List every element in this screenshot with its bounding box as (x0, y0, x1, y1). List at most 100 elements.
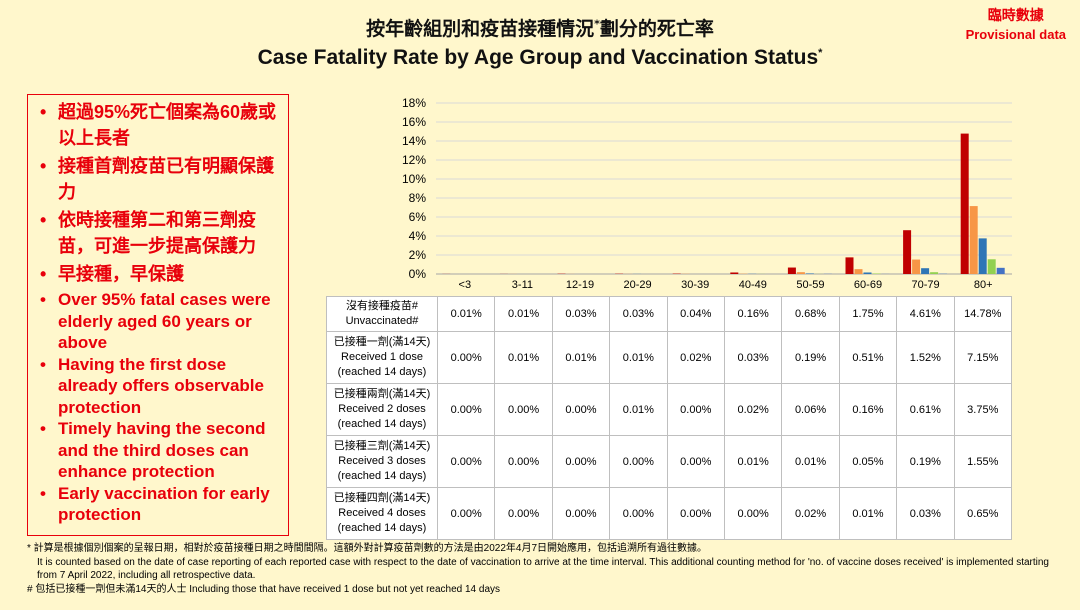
x-tick-label: 60-69 (854, 279, 882, 291)
data-cell: 14.78% (953, 296, 1013, 332)
bar (845, 257, 854, 274)
y-tick-label: 6% (409, 210, 427, 224)
data-cell: 0.00% (666, 435, 725, 488)
data-cell: 0.05% (838, 435, 898, 488)
series-label-line: 沒有接種疫苗# (345, 300, 419, 312)
data-cell: 0.00% (436, 487, 496, 540)
x-tick-label: 3-11 (512, 279, 533, 291)
data-table: 沒有接種疫苗# Unvaccinated# 0.01% 0.01% 0.03% 0.03%… (326, 296, 1013, 540)
bar (796, 272, 805, 274)
chart-title-en: Case Fatality Rate by Age Group and Vacc… (257, 46, 823, 69)
key-message-zh: 接種首劑疫苗已有明顯保護力 (38, 153, 282, 205)
data-cell: 0.00% (666, 383, 725, 436)
x-tick-label: 20-29 (624, 279, 652, 291)
data-cell: 0.03% (896, 487, 955, 540)
provisional-data-badge: 臨時數據 Provisional data (966, 6, 1066, 44)
data-cell: 0.01% (609, 331, 668, 384)
data-cell: 0.00% (436, 331, 496, 384)
x-tick-label: 12-19 (566, 279, 594, 291)
data-cell: 0.61% (896, 383, 955, 436)
bar (969, 206, 978, 274)
x-tick-label: 50-59 (796, 279, 824, 291)
data-cell: 0.00% (494, 487, 553, 540)
data-cell: 0.04% (666, 296, 725, 332)
y-tick-label: 8% (409, 191, 427, 205)
series-label: 已接種兩劑(滿14天) Received 2 doses (reached 14 d… (326, 383, 438, 436)
bar (930, 272, 939, 274)
y-tick-label: 14% (402, 134, 426, 148)
x-tick-label: 80+ (974, 279, 993, 291)
provisional-label-zh: 臨時數據 (987, 7, 1044, 23)
data-cell: 4.61% (896, 296, 955, 332)
series-label: 沒有接種疫苗# Unvaccinated# (326, 296, 438, 332)
y-tick-label: 4% (409, 229, 427, 243)
bar (787, 267, 796, 274)
key-message-en: Timely having the second and the third d… (38, 418, 282, 483)
bar (730, 272, 739, 274)
data-cell: 0.02% (781, 487, 840, 540)
bar (996, 267, 1005, 274)
series-label-line: Received 3 doses (338, 455, 426, 467)
y-tick-label: 12% (402, 153, 426, 167)
key-messages-zh: 超過95%死亡個案為60歲或以上長者 接種首劑疫苗已有明顯保護力 依時接種第二和… (38, 99, 282, 287)
data-cell: 7.15% (953, 331, 1013, 384)
data-cell: 3.75% (953, 383, 1013, 436)
data-cell: 1.55% (953, 435, 1013, 488)
data-cell: 0.68% (781, 296, 840, 332)
series-label-line: Unvaccinated# (345, 315, 419, 327)
data-cell: 0.03% (723, 331, 783, 384)
key-message-zh: 超過95%死亡個案為60歲或以上長者 (38, 99, 282, 151)
y-tick-label: 18% (402, 96, 426, 110)
data-cell: 0.00% (551, 383, 611, 436)
y-tick-label: 10% (402, 172, 426, 186)
x-tick-label: 30-39 (681, 279, 709, 291)
key-message-zh: 依時接種第二和第三劑疫苗，可進一步提高保護力 (38, 207, 282, 259)
data-cell: 0.02% (666, 331, 725, 384)
bar (854, 269, 863, 274)
bar (805, 273, 814, 274)
data-cell: 0.03% (609, 296, 668, 332)
series-label: 已接種一劑(滿14天) Received 1 dose (reached 14 da… (326, 331, 438, 384)
data-cell: 0.16% (723, 296, 783, 332)
data-cell: 0.00% (494, 435, 553, 488)
key-messages-box: 超過95%死亡個案為60歲或以上長者 接種首劑疫苗已有明顯保護力 依時接種第二和… (27, 94, 289, 536)
footnote-asterisk-zh: * 計算是根據個別個案的呈報日期，相對於疫苗接種日期之時間間隔。這額外對計算疫苗… (27, 543, 708, 554)
bar (863, 272, 872, 274)
series-label-line: (reached 14 days) (337, 418, 427, 430)
data-cell: 0.00% (609, 487, 668, 540)
table-row: 已接種三劑(滿14天) Received 3 doses (reached 14 d… (326, 435, 1013, 488)
data-cell: 0.65% (953, 487, 1013, 540)
series-label-line: 已接種四劑(滿14天) (333, 492, 431, 504)
series-label-line: (reached 14 days) (337, 366, 427, 378)
y-tick-label: 16% (402, 115, 426, 129)
data-cell: 0.01% (436, 296, 496, 332)
data-cell: 0.06% (781, 383, 840, 436)
bar (987, 259, 996, 274)
series-label-line: 已接種一劑(滿14天) (333, 336, 431, 348)
data-cell: 0.01% (494, 296, 553, 332)
data-cell: 0.00% (609, 435, 668, 488)
data-cell: 0.00% (551, 435, 611, 488)
bar (978, 238, 987, 274)
series-label-line: (reached 14 days) (337, 522, 427, 534)
series-label-line: Received 1 dose (341, 351, 423, 363)
data-cell: 0.03% (551, 296, 611, 332)
key-message-zh: 早接種，早保護 (38, 261, 282, 287)
key-message-en: Early vaccination for early protection (38, 483, 282, 526)
series-label-line: 已接種兩劑(滿14天) (333, 388, 431, 400)
series-label-line: 已接種三劑(滿14天) (333, 440, 431, 452)
footnotes: * 計算是根據個別個案的呈報日期，相對於疫苗接種日期之時間間隔。這額外對計算疫苗… (27, 542, 1057, 596)
data-cell: 0.00% (551, 487, 611, 540)
series-label: 已接種四劑(滿14天) Received 4 doses (reached 14 d… (326, 487, 438, 540)
bar (921, 268, 930, 274)
chart-title-zh: 按年齡組別和疫苗接種情況*劃分的死亡率 (366, 17, 714, 40)
data-cell: 1.52% (896, 331, 955, 384)
y-tick-label: 2% (409, 248, 427, 262)
footnote-hash: # 包括已接種一劑但未滿14天的人士 Including those that … (27, 583, 501, 595)
data-cell: 0.01% (781, 435, 840, 488)
data-cell: 0.00% (723, 487, 783, 540)
series-label: 已接種三劑(滿14天) Received 3 doses (reached 14 d… (326, 435, 438, 488)
data-cell: 0.01% (551, 331, 611, 384)
data-cell: 0.01% (838, 487, 898, 540)
y-tick-label: 0% (409, 267, 427, 281)
